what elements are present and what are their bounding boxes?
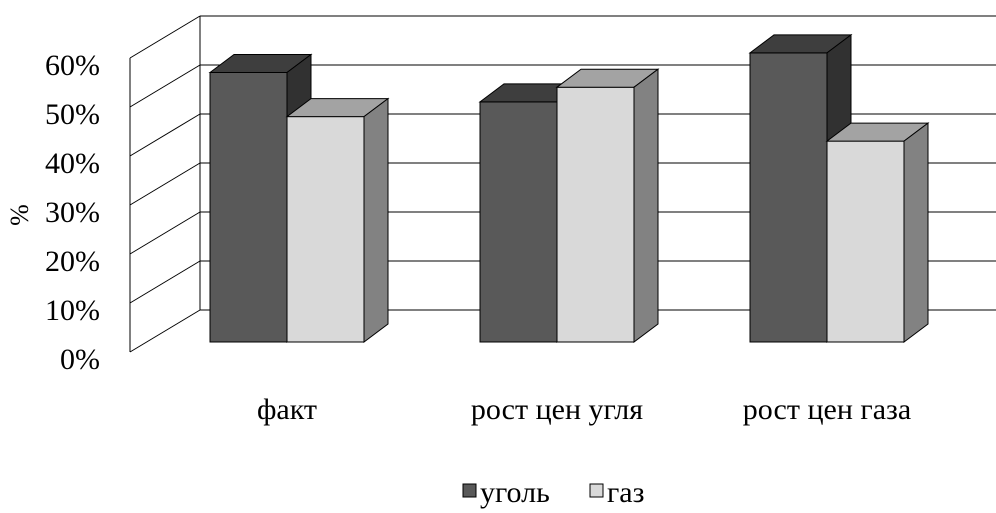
bar-side (633, 68, 659, 343)
grid-line (129, 309, 201, 353)
grid-line (129, 260, 201, 304)
grid-line (129, 211, 201, 255)
x-tick-label: рост цен угля (471, 393, 643, 426)
bar-front (826, 140, 905, 343)
legend-label: уголь (480, 476, 550, 509)
y-tick-label: 40% (45, 147, 100, 180)
y-tick-label: 0% (60, 343, 100, 376)
y-tick-label: 20% (45, 245, 100, 278)
legend-label: газ (607, 476, 644, 509)
bar-front (479, 101, 558, 343)
grid-line (129, 64, 201, 108)
legend-swatch (462, 483, 477, 498)
x-tick-label: рост цен газа (743, 393, 911, 426)
legend-swatch (589, 483, 604, 498)
bar-front (209, 72, 288, 343)
grid-line (129, 162, 201, 206)
grid-line (129, 15, 201, 59)
bar-front (749, 52, 828, 343)
grid-line (129, 113, 201, 157)
bar-side (903, 122, 929, 343)
bar-front (286, 116, 365, 343)
y-tick-label: 30% (45, 196, 100, 229)
bar-side (363, 97, 389, 343)
y-tick-label: 10% (45, 294, 100, 327)
y-tick-label: 50% (45, 98, 100, 131)
x-tick-label: факт (257, 393, 317, 426)
bar-front (556, 86, 635, 343)
y-axis-title: % (5, 204, 34, 226)
y-tick-label: 60% (45, 49, 100, 82)
